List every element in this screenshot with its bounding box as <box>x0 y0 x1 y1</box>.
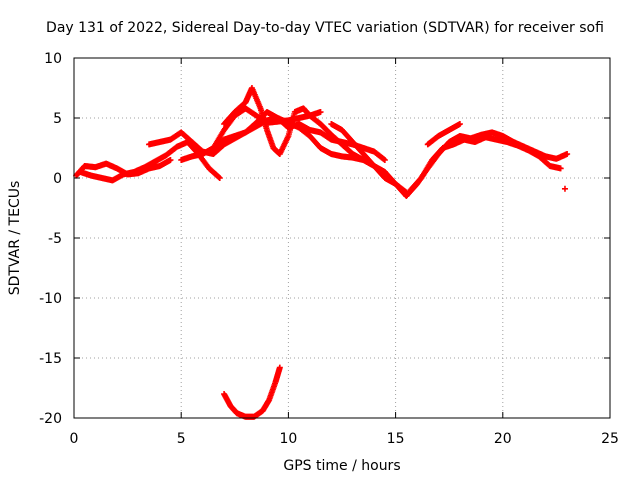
series-arc-11 <box>561 185 568 192</box>
x-tick-label: 20 <box>494 431 512 447</box>
data-point <box>216 175 223 181</box>
data-layer <box>73 85 571 420</box>
y-tick-label: -5 <box>48 231 62 247</box>
y-tick-label: -20 <box>39 411 62 427</box>
y-axis-label: SDTVAR / TECUs <box>7 181 23 296</box>
chart-title: Day 131 of 2022, Sidereal Day-to-day VTE… <box>46 20 604 36</box>
y-tick-label: 0 <box>53 171 62 187</box>
data-point <box>276 364 283 371</box>
series-arc-6 <box>221 85 324 157</box>
data-point <box>456 121 463 127</box>
x-axis-label: GPS time / hours <box>283 458 400 474</box>
axis-ticks: 0 5 10 15 20 25 -20 -15 -10 -5 0 5 10 <box>39 51 619 447</box>
y-tick-label: -15 <box>39 351 62 367</box>
data-point <box>167 157 174 163</box>
series-arc-12 <box>221 364 283 420</box>
x-tick-label: 25 <box>601 431 619 447</box>
y-tick-label: -10 <box>39 291 62 307</box>
y-tick-label: 5 <box>53 111 62 127</box>
x-tick-label: 5 <box>177 431 186 447</box>
data-point <box>317 109 324 115</box>
data-point <box>557 165 564 172</box>
y-tick-label: 10 <box>44 51 62 67</box>
x-tick-label: 15 <box>387 431 405 447</box>
x-tick-label: 0 <box>70 431 79 447</box>
series-arc-9 <box>407 134 564 193</box>
series-arc-7 <box>328 121 410 196</box>
series-arc-10 <box>424 121 463 148</box>
data-point <box>564 151 571 157</box>
x-tick-label: 10 <box>279 431 297 447</box>
data-point <box>561 185 568 192</box>
data-point <box>381 157 388 163</box>
